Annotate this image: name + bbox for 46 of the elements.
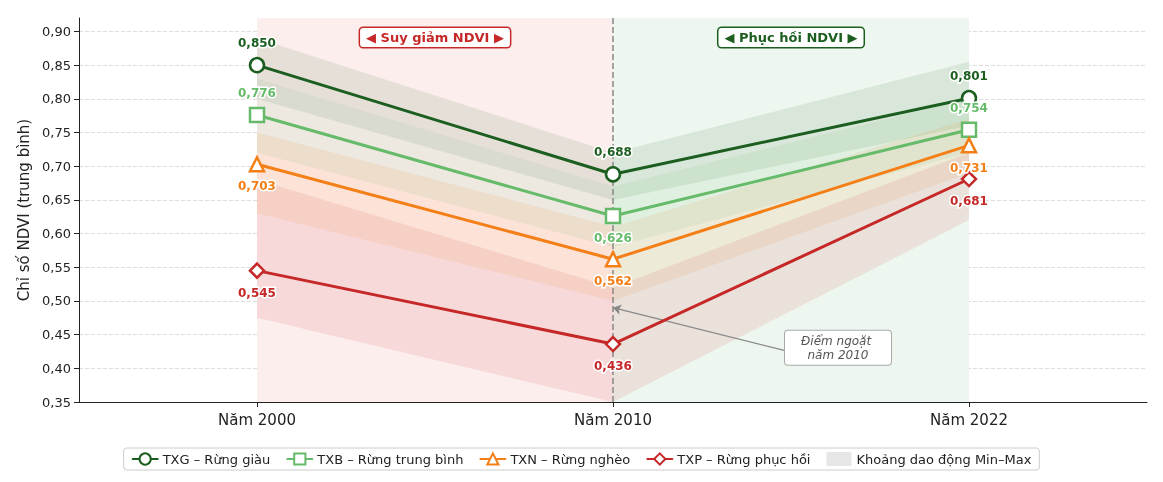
point (604, 166, 622, 183)
annotation: Điểm ngoặt năm 2010 (801, 333, 875, 362)
band-label: ◀ Suy giảm NDVI ▶ (366, 30, 504, 45)
data-label: 0,436 (594, 359, 632, 374)
legend-label: TXG – Rừng giàu (161, 451, 271, 467)
point (248, 262, 266, 279)
legend-label: Khoảng dao động Min–Max (856, 451, 1032, 467)
y-tick-label: 0,40 (42, 360, 71, 376)
point (604, 250, 622, 268)
point (248, 155, 266, 173)
data-label: 0,731 (950, 160, 988, 175)
y-tick-label: 0,60 (42, 226, 71, 242)
data-label: 0,688 (594, 145, 632, 160)
legend-label: TXB – Rừng trung bình (316, 451, 464, 467)
y-tick-label: 0,50 (42, 293, 71, 309)
x-tick-label: Năm 2000 (218, 410, 296, 429)
point (604, 207, 622, 225)
data-label: 0,626 (594, 231, 632, 246)
y-tick-label: 0,90 (42, 23, 71, 39)
y-axis-title: Chỉ số NDVI (trung bình) (14, 118, 33, 302)
y-tick-label: 0,35 (42, 394, 71, 410)
data-label: 0,562 (594, 274, 632, 289)
legend-label: TXP – Rừng phục hồi (676, 451, 811, 467)
point (604, 335, 622, 353)
point (248, 106, 266, 124)
data-label: 0,776 (238, 85, 276, 100)
point (960, 137, 978, 154)
y-tick-label: 0,65 (42, 192, 71, 208)
data-label: 0,801 (950, 68, 988, 83)
y-tick-label: 0,45 (42, 327, 71, 343)
point (960, 121, 978, 139)
y-tick-label: 0,85 (42, 57, 71, 73)
data-label: 0,703 (238, 179, 276, 194)
y-tick-label: 0,75 (42, 125, 71, 141)
point (248, 56, 266, 74)
band-label: ◀ Phục hồi NDVI ▶ (724, 30, 858, 45)
x-tick-label: Năm 2022 (930, 410, 1008, 429)
data-label: 0,681 (950, 194, 988, 209)
data-label: 0,754 (950, 100, 988, 115)
data-label: 0,850 (238, 35, 276, 50)
data-label: 0,545 (238, 285, 276, 300)
x-tick-label: Năm 2010 (574, 410, 652, 429)
y-tick-label: 0,80 (42, 91, 71, 107)
y-tick-label: 0,55 (42, 259, 71, 275)
y-tick-label: 0,70 (42, 158, 71, 174)
legend-label: TXN – Rừng nghèo (509, 451, 631, 467)
